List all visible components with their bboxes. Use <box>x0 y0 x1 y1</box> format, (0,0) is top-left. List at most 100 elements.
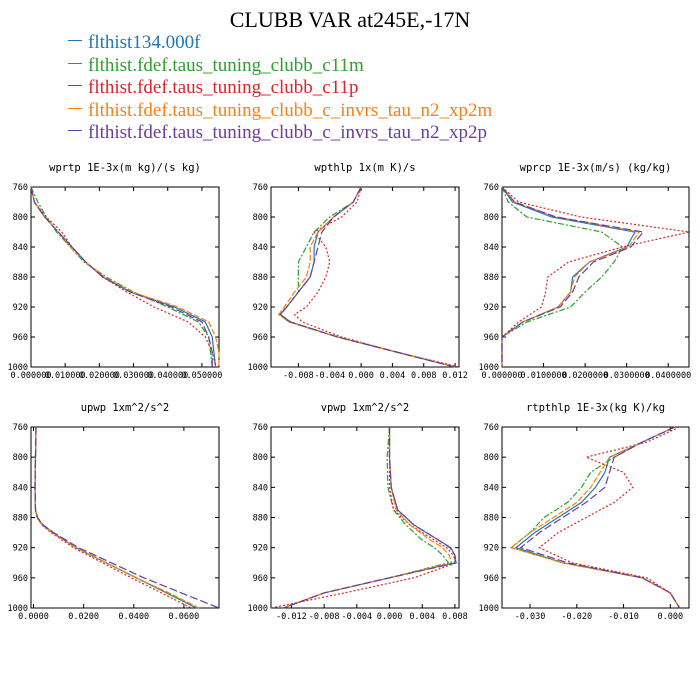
subplot: rtpthlp 1E-3x(kg K)/kg 760 800 840 880 920 960… <box>479 402 690 622</box>
x-tick-label: -0.012 <box>276 612 307 622</box>
y-tick-label: 880 <box>484 514 499 524</box>
legend-swatch <box>68 40 82 42</box>
x-tick-label: 0.000000 <box>482 371 523 381</box>
y-tick-label: 960 <box>484 574 499 584</box>
x-tick-label: 0.012 <box>442 371 468 381</box>
x-tick-label: 0.0400 <box>118 612 149 622</box>
y-tick-label: 880 <box>253 273 268 283</box>
legend-swatch <box>68 130 82 132</box>
series-line <box>514 426 681 609</box>
y-tick-label: 760 <box>13 183 28 193</box>
y-tick-label: 960 <box>253 333 268 343</box>
subplot: vpwp 1xm^2/s^2 760 800 840 880 920 960 1000 -0.0… <box>248 402 468 622</box>
series-line <box>501 186 690 367</box>
y-tick-label: 920 <box>13 544 28 554</box>
subplot-title: rtpthlp 1E-3x(kg K)/kg <box>526 402 665 414</box>
y-tick-label: 920 <box>484 544 499 554</box>
series-line <box>34 426 200 609</box>
y-tick-label: 800 <box>484 453 499 463</box>
x-tick-label: 0.050000 <box>181 371 222 381</box>
y-tick-label: 840 <box>484 483 499 493</box>
legend-label: flthist.fdef.taus_tuning_clubb_c_invrs_t… <box>88 122 487 143</box>
subplot-title: upwp 1xm^2/s^2 <box>81 402 170 414</box>
plot-frame <box>270 186 460 368</box>
y-tick-label: 920 <box>253 303 268 313</box>
subplot-title: vpwp 1xm^2/s^2 <box>321 402 410 414</box>
legend-label: flthist134.000f <box>88 32 201 53</box>
x-tick-label: -0.030 <box>515 612 546 622</box>
legend-item: flthist.fdef.taus_tuning_clubb_c_invrs_t… <box>68 122 492 145</box>
plot-frame <box>30 186 220 368</box>
legend-item: flthist.fdef.taus_tuning_clubb_c11m <box>68 55 492 78</box>
y-tick-label: 840 <box>253 243 268 253</box>
legend-item: flthist.fdef.taus_tuning_clubb_c_invrs_t… <box>68 100 492 123</box>
y-tick-label: 960 <box>484 333 499 343</box>
x-tick-label: 0.030000 <box>113 371 154 381</box>
y-tick-label: 840 <box>13 243 28 253</box>
series-line <box>30 186 217 368</box>
y-tick-label: 880 <box>13 273 28 283</box>
series-line <box>283 427 453 609</box>
x-tick-label: 0.0000 <box>18 612 49 622</box>
series-line <box>538 426 681 609</box>
y-tick-label: 840 <box>484 243 499 253</box>
y-tick-label: 920 <box>253 544 268 554</box>
series-line <box>277 186 456 368</box>
y-tick-label: 760 <box>13 423 28 433</box>
x-tick-label: 0.000 <box>377 612 403 622</box>
legend-item: flthist134.000f <box>68 32 492 55</box>
series-line <box>279 186 456 368</box>
legend: flthist134.000f flthist.fdef.taus_tuning… <box>68 32 492 145</box>
series-line <box>283 426 450 609</box>
y-tick-label: 760 <box>484 423 499 433</box>
series-line <box>519 426 681 609</box>
legend-label: flthist.fdef.taus_tuning_clubb_c_invrs_t… <box>88 99 493 121</box>
series-line <box>34 426 197 609</box>
x-tick-label: -0.004 <box>314 371 345 381</box>
series-line <box>510 426 681 609</box>
legend-label: flthist.fdef.taus_tuning_clubb_c11p <box>88 77 359 98</box>
x-tick-label: -0.020 <box>561 612 592 622</box>
y-tick-label: 1000 <box>8 604 28 614</box>
series-line <box>501 186 624 367</box>
y-tick-label: 800 <box>484 213 499 223</box>
series-line <box>510 426 681 609</box>
y-tick-label: 960 <box>253 574 268 584</box>
series-line <box>283 427 458 609</box>
plot-frame <box>501 186 690 368</box>
series-line <box>30 186 213 368</box>
plot-frame <box>501 426 690 609</box>
x-tick-label: 0.0600 <box>169 612 200 622</box>
series-line <box>30 186 213 367</box>
x-tick-label: 0.008 <box>411 371 437 381</box>
x-tick-label: -0.010 <box>608 612 639 622</box>
x-tick-label: 0.0300000 <box>604 371 650 381</box>
x-tick-label: 0.000000 <box>11 371 52 381</box>
x-tick-label: 0.0200 <box>68 612 99 622</box>
subplot: upwp 1xm^2/s^2 760 800 840 880 920 960 10000.00… <box>8 402 220 622</box>
y-tick-label: 880 <box>13 514 28 524</box>
subplot: wpthlp 1x(m K)/s 760 800 840 880 920 960 1000 -0… <box>248 162 468 381</box>
series-line <box>279 186 456 368</box>
legend-item: flthist.fdef.taus_tuning_clubb_c11p <box>68 77 492 100</box>
series-line <box>30 186 220 367</box>
y-tick-label: 840 <box>13 483 28 493</box>
subplot-title: wprtp 1E-3x(m kg)/(s kg) <box>49 162 201 174</box>
x-tick-label: 0.0200000 <box>562 371 608 381</box>
chart-title: CLUBB VAR at245E,-17N <box>229 7 471 32</box>
y-tick-label: 920 <box>484 303 499 313</box>
y-tick-label: 1000 <box>479 604 499 614</box>
y-tick-label: 760 <box>253 183 268 193</box>
y-tick-label: 760 <box>253 423 268 433</box>
plot-frame <box>30 426 220 609</box>
series-line <box>277 186 456 368</box>
y-tick-label: 960 <box>13 333 28 343</box>
subplot-title: wprcp 1E-3x(m/s) (kg/kg) <box>520 162 672 174</box>
series-line <box>501 186 645 367</box>
x-tick-label: 0.020000 <box>79 371 120 381</box>
legend-swatch <box>68 107 82 109</box>
x-tick-label: 0.040000 <box>147 371 188 381</box>
y-tick-label: 760 <box>484 183 499 193</box>
series-line <box>34 426 200 609</box>
